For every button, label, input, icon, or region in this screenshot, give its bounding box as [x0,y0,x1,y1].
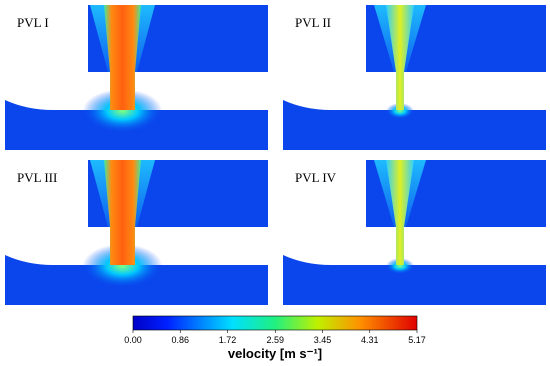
outlet-glow [82,244,163,288]
jet [104,5,141,110]
outlet-glow [386,103,414,119]
panel-label: PVL I [17,15,49,30]
tick-label: 5.17 [408,335,426,345]
panel-label: PVL III [17,170,57,185]
colorbar-ticks: 0.00 0.86 1.72 2.59 3.45 4.31 5.17 [124,330,426,345]
domain [5,160,268,305]
jet [386,5,414,110]
panel: PVL IV [283,160,546,305]
panel: PVL I [5,5,268,150]
tick-label: 1.72 [219,335,237,345]
colorbar-title: velocity [m s⁻¹] [228,346,322,361]
tick-label: 2.59 [267,335,285,345]
domain [283,5,546,150]
tick-label: 0.00 [124,335,142,345]
panel: PVL III [5,160,268,305]
tick-label: 3.45 [314,335,332,345]
domain [5,5,268,150]
panel-label: PVL IV [295,170,337,185]
colorbar [132,315,418,331]
panel: PVL II [283,5,546,150]
domain [283,160,546,305]
outlet-glow [386,258,414,274]
jet [104,160,141,265]
tick-label: 0.86 [171,335,189,345]
tick-label: 4.31 [361,335,379,345]
jet [386,160,414,265]
panels: PVL I PVL II PVL III PVL IV [5,5,546,305]
outlet-glow [82,89,163,133]
panel-label: PVL II [295,15,331,30]
